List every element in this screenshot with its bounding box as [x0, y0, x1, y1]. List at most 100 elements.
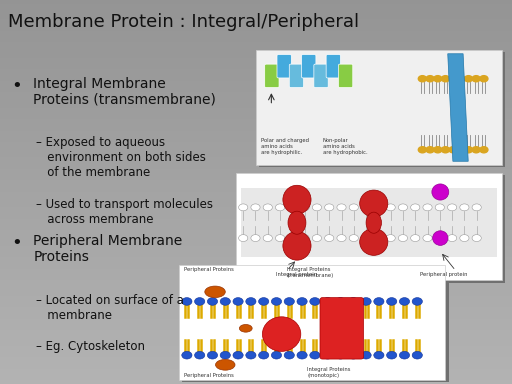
Circle shape	[207, 351, 218, 359]
Bar	[0, 108, 512, 111]
Bar	[0, 250, 512, 253]
Bar	[0, 338, 512, 342]
Circle shape	[434, 147, 442, 153]
Circle shape	[449, 76, 457, 82]
Circle shape	[386, 235, 395, 242]
Bar	[0, 192, 512, 196]
Text: Peripheral Membrane
Proteins: Peripheral Membrane Proteins	[33, 234, 183, 265]
Circle shape	[259, 298, 269, 305]
Bar	[0, 315, 512, 319]
Bar	[0, 173, 512, 177]
Bar	[0, 372, 512, 376]
Bar	[0, 38, 512, 42]
Circle shape	[398, 235, 408, 242]
Bar	[0, 50, 512, 54]
Circle shape	[259, 351, 269, 359]
Circle shape	[337, 235, 346, 242]
Bar	[0, 81, 512, 84]
Bar	[0, 84, 512, 88]
Ellipse shape	[263, 317, 301, 351]
Bar	[0, 46, 512, 50]
Bar	[0, 4, 512, 8]
Circle shape	[412, 351, 422, 359]
Bar	[0, 184, 512, 188]
Circle shape	[233, 351, 243, 359]
Ellipse shape	[205, 286, 225, 298]
Circle shape	[411, 235, 420, 242]
Bar	[0, 307, 512, 311]
Bar	[0, 342, 512, 346]
Circle shape	[288, 204, 297, 211]
Bar	[0, 23, 512, 27]
Bar	[0, 376, 512, 380]
Circle shape	[251, 204, 260, 211]
Circle shape	[288, 235, 297, 242]
Bar	[0, 246, 512, 250]
Text: – Exposed to aqueous
   environment on both sides
   of the membrane: – Exposed to aqueous environment on both…	[36, 136, 206, 179]
Bar	[0, 15, 512, 19]
Bar	[0, 365, 512, 369]
Circle shape	[312, 235, 322, 242]
Bar	[0, 323, 512, 326]
Bar	[0, 211, 512, 215]
Circle shape	[449, 147, 457, 153]
Bar	[0, 188, 512, 192]
Bar	[0, 284, 512, 288]
Bar	[0, 349, 512, 353]
Bar	[0, 111, 512, 115]
Text: – Located on surface of a
   membrane: – Located on surface of a membrane	[36, 294, 184, 322]
Circle shape	[447, 235, 457, 242]
Circle shape	[297, 351, 307, 359]
Bar	[0, 219, 512, 223]
Bar	[0, 100, 512, 104]
Bar	[0, 134, 512, 138]
Bar	[0, 150, 512, 154]
Circle shape	[239, 235, 248, 242]
Circle shape	[386, 204, 395, 211]
Circle shape	[246, 298, 256, 305]
Bar	[0, 223, 512, 227]
Circle shape	[335, 351, 346, 359]
Bar	[0, 19, 512, 23]
Text: – Eg. Cytoskeleton: – Eg. Cytoskeleton	[36, 340, 145, 353]
Ellipse shape	[288, 211, 306, 234]
Bar	[0, 88, 512, 92]
Circle shape	[312, 204, 322, 211]
Circle shape	[182, 351, 192, 359]
Bar	[0, 161, 512, 165]
Text: Peripheral protein: Peripheral protein	[420, 272, 467, 277]
Circle shape	[464, 147, 473, 153]
Ellipse shape	[359, 228, 388, 255]
Circle shape	[387, 298, 397, 305]
Bar	[0, 115, 512, 119]
Bar	[0, 58, 512, 61]
Circle shape	[284, 351, 294, 359]
Bar	[0, 380, 512, 384]
Bar	[0, 280, 512, 284]
Bar	[0, 288, 512, 292]
Bar	[0, 165, 512, 169]
Bar	[0, 311, 512, 315]
Bar	[0, 35, 512, 38]
FancyBboxPatch shape	[302, 55, 316, 78]
Circle shape	[441, 147, 450, 153]
Bar	[0, 334, 512, 338]
Bar	[0, 8, 512, 12]
Ellipse shape	[433, 231, 448, 245]
Bar	[0, 319, 512, 323]
Circle shape	[418, 147, 426, 153]
Circle shape	[423, 235, 432, 242]
Circle shape	[399, 351, 410, 359]
Circle shape	[418, 76, 426, 82]
Bar	[0, 276, 512, 280]
Bar	[0, 27, 512, 31]
FancyBboxPatch shape	[241, 188, 497, 257]
Circle shape	[361, 235, 371, 242]
Circle shape	[464, 76, 473, 82]
Circle shape	[374, 235, 383, 242]
Bar	[0, 273, 512, 276]
Bar	[0, 353, 512, 357]
FancyBboxPatch shape	[182, 267, 449, 382]
Bar	[0, 180, 512, 184]
Circle shape	[233, 298, 243, 305]
